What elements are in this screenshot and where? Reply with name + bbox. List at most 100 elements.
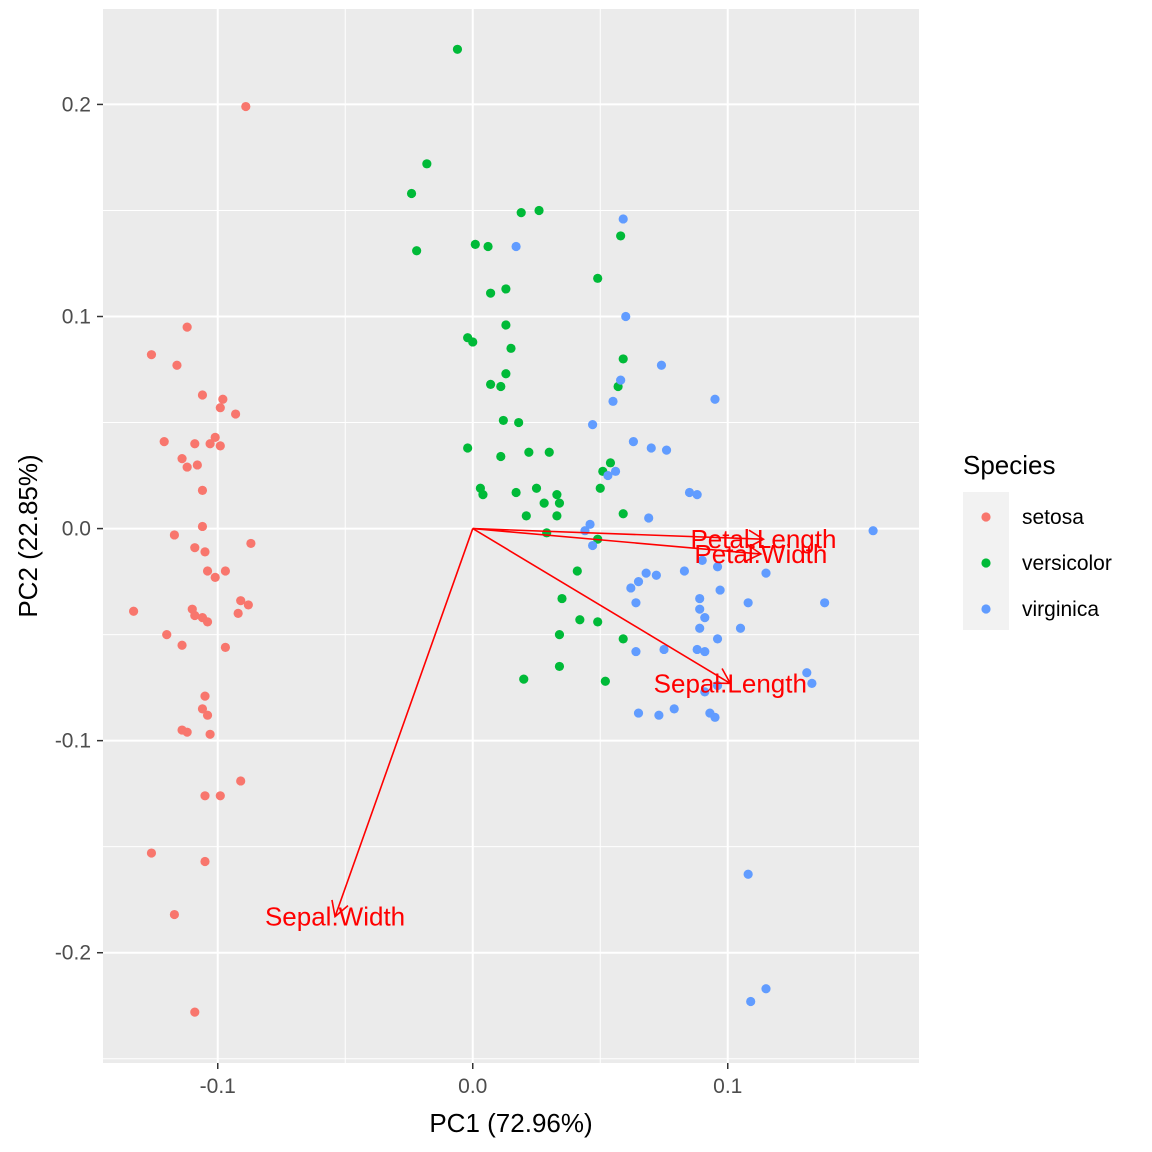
point-setosa: [243, 600, 253, 610]
point-virginica: [715, 585, 725, 595]
plot-panel-background: [103, 9, 919, 1063]
point-virginica: [746, 996, 756, 1007]
point-setosa: [210, 432, 220, 442]
point-virginica: [618, 214, 628, 224]
point-setosa: [172, 360, 182, 370]
point-setosa: [231, 409, 241, 419]
y-tick-label: 0.2: [62, 93, 91, 116]
point-virginica: [868, 526, 878, 536]
point-versicolor: [452, 44, 463, 54]
legend-key-virginica: [981, 604, 991, 614]
loading-vectors: Petal.LengthPetal.WidthSepal.LengthSepal…: [265, 524, 837, 931]
point-virginica: [585, 519, 595, 529]
point-setosa: [190, 610, 200, 621]
y-tick-label: 0.0: [62, 518, 91, 541]
point-virginica: [511, 241, 521, 252]
point-setosa: [197, 704, 208, 714]
point-setosa: [197, 485, 208, 496]
point-versicolor: [496, 451, 506, 462]
point-versicolor: [501, 369, 511, 379]
point-virginica: [695, 623, 705, 633]
point-setosa: [200, 791, 210, 801]
point-virginica: [608, 396, 618, 406]
point-setosa: [177, 640, 187, 650]
point-versicolor: [554, 661, 565, 672]
point-versicolor: [618, 354, 628, 364]
point-setosa: [177, 453, 187, 464]
point-virginica: [659, 644, 669, 655]
point-versicolor: [506, 343, 516, 353]
point-setosa: [190, 1007, 200, 1017]
legend-key-versicolor: [981, 558, 991, 568]
point-virginica: [669, 704, 679, 714]
point-virginica: [735, 623, 746, 633]
legend: Species setosa versicolor virginica: [963, 450, 1112, 630]
point-setosa: [129, 606, 139, 616]
point-versicolor: [552, 511, 562, 521]
legend-label-versicolor: versicolor: [1022, 552, 1112, 575]
loading-arrowhead-sepal-width: [331, 899, 349, 919]
point-versicolor: [496, 381, 506, 392]
point-setosa: [162, 630, 172, 640]
point-virginica: [610, 466, 621, 476]
point-setosa: [210, 572, 220, 582]
point-versicolor: [618, 634, 628, 644]
point-virginica: [700, 687, 710, 697]
point-virginica: [588, 540, 598, 551]
point-virginica: [743, 869, 753, 879]
point-virginica: [692, 490, 702, 500]
point-versicolor: [605, 458, 616, 468]
point-versicolor: [519, 674, 529, 684]
point-virginica: [654, 710, 664, 720]
point-versicolor: [557, 593, 567, 604]
point-virginica: [626, 583, 636, 593]
loading-arrowhead-petal-length: [748, 529, 766, 548]
point-virginica: [651, 570, 661, 580]
point-versicolor: [521, 511, 531, 521]
point-setosa: [241, 101, 251, 112]
loading-arrow-sepal-width: [334, 528, 474, 917]
point-virginica: [603, 470, 613, 481]
point-versicolor: [600, 676, 610, 686]
point-versicolor: [593, 617, 603, 627]
x-tick-label: 0.1: [713, 1075, 742, 1098]
point-versicolor: [593, 273, 603, 283]
legend-entries: setosa versicolor virginica: [963, 492, 1112, 630]
point-virginica: [712, 562, 723, 572]
loading-arrowhead-sepal-length: [713, 668, 732, 685]
point-setosa: [202, 617, 213, 627]
point-versicolor: [478, 490, 488, 500]
point-versicolor: [498, 415, 508, 426]
point-versicolor: [486, 379, 496, 389]
x-tick-label: -0.1: [200, 1075, 236, 1098]
point-versicolor: [554, 498, 565, 508]
legend-label-virginica: virginica: [1022, 598, 1099, 621]
point-virginica: [710, 712, 720, 722]
grid-lines: [103, 9, 919, 1063]
point-virginica: [631, 598, 641, 608]
loading-label-sepal-width: Sepal.Width: [265, 902, 405, 932]
loading-arrow-petal-width: [472, 527, 761, 555]
data-points: [129, 44, 878, 1017]
point-virginica: [580, 526, 590, 536]
point-virginica: [761, 568, 771, 578]
point-virginica: [695, 593, 705, 604]
point-virginica: [646, 443, 656, 453]
point-virginica: [802, 668, 812, 678]
point-setosa: [146, 350, 157, 360]
x-axis-title: PC1 (72.96%): [429, 1108, 592, 1138]
point-versicolor: [483, 241, 493, 252]
point-setosa: [220, 642, 230, 652]
point-virginica: [710, 394, 720, 404]
point-virginica: [679, 566, 690, 576]
y-axis-title: PC2 (22.85%): [13, 454, 43, 617]
point-setosa: [215, 403, 225, 413]
point-versicolor: [616, 231, 626, 241]
point-virginica: [700, 646, 710, 657]
point-versicolor: [486, 288, 496, 298]
point-virginica: [628, 437, 639, 447]
point-setosa: [215, 791, 225, 801]
loading-arrowhead-petal-width: [745, 543, 763, 562]
